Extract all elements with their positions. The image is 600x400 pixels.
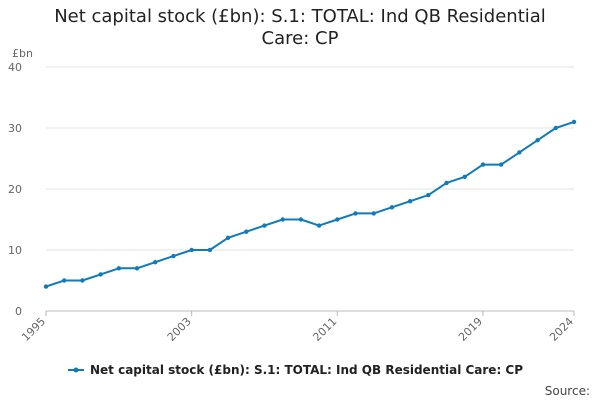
x-tick-label: 2024 (547, 315, 576, 344)
data-point[interactable] (389, 205, 395, 210)
y-tick-label: 40 (8, 61, 22, 74)
data-point[interactable] (498, 162, 504, 167)
y-tick-label: 20 (8, 183, 22, 196)
data-point[interactable] (262, 223, 267, 228)
source-label: Source: (545, 384, 590, 398)
legend[interactable]: Net capital stock (£bn): S.1: TOTAL: Ind… (68, 363, 590, 398)
data-point[interactable] (280, 217, 285, 222)
data-point[interactable] (517, 150, 522, 155)
data-point[interactable] (407, 199, 413, 204)
data-point[interactable] (371, 211, 376, 216)
legend-item-label[interactable]: Net capital stock (£bn): S.1: TOTAL: Ind… (90, 363, 523, 377)
data-point[interactable] (171, 253, 176, 259)
data-point[interactable] (480, 162, 486, 167)
data-point[interactable] (316, 223, 322, 228)
data-point[interactable] (298, 217, 304, 222)
legend-swatch-marker (73, 367, 79, 373)
data-point[interactable] (98, 272, 103, 277)
y-tick-label: 30 (8, 122, 22, 135)
data-point[interactable] (207, 247, 213, 253)
series-line (45, 120, 575, 288)
data-point[interactable] (553, 125, 558, 131)
data-point[interactable] (335, 217, 340, 222)
data-point[interactable] (134, 266, 140, 271)
data-point[interactable] (80, 278, 85, 283)
data-point[interactable] (353, 211, 358, 216)
chart-title: Net capital stock (£bn): S.1: TOTAL: Ind… (54, 6, 546, 49)
y-axis-unit-label: £bn (12, 47, 33, 60)
y-tick-label: 0 (15, 305, 22, 318)
data-point[interactable] (116, 266, 122, 271)
x-tick-label: 1995 (19, 315, 48, 344)
data-point[interactable] (426, 192, 431, 198)
data-point[interactable] (535, 138, 540, 143)
data-point[interactable] (444, 180, 449, 186)
data-point[interactable] (571, 119, 577, 125)
y-tick-label: 10 (8, 244, 22, 257)
axes: £bn 0 10 20 30 40 1995 2003 2011 2019 2024 (8, 47, 576, 344)
data-point[interactable] (244, 229, 249, 234)
x-tick-label: 2011 (310, 315, 339, 344)
x-tick-label: 2019 (456, 315, 485, 344)
data-point[interactable] (189, 247, 194, 253)
data-point[interactable] (225, 235, 231, 240)
data-point[interactable] (43, 284, 49, 289)
data-point[interactable] (153, 260, 158, 265)
x-tick-label: 2003 (165, 315, 194, 344)
series-layer (43, 119, 577, 289)
data-point[interactable] (62, 278, 67, 283)
data-point[interactable] (462, 174, 467, 179)
gridlines (46, 66, 574, 312)
